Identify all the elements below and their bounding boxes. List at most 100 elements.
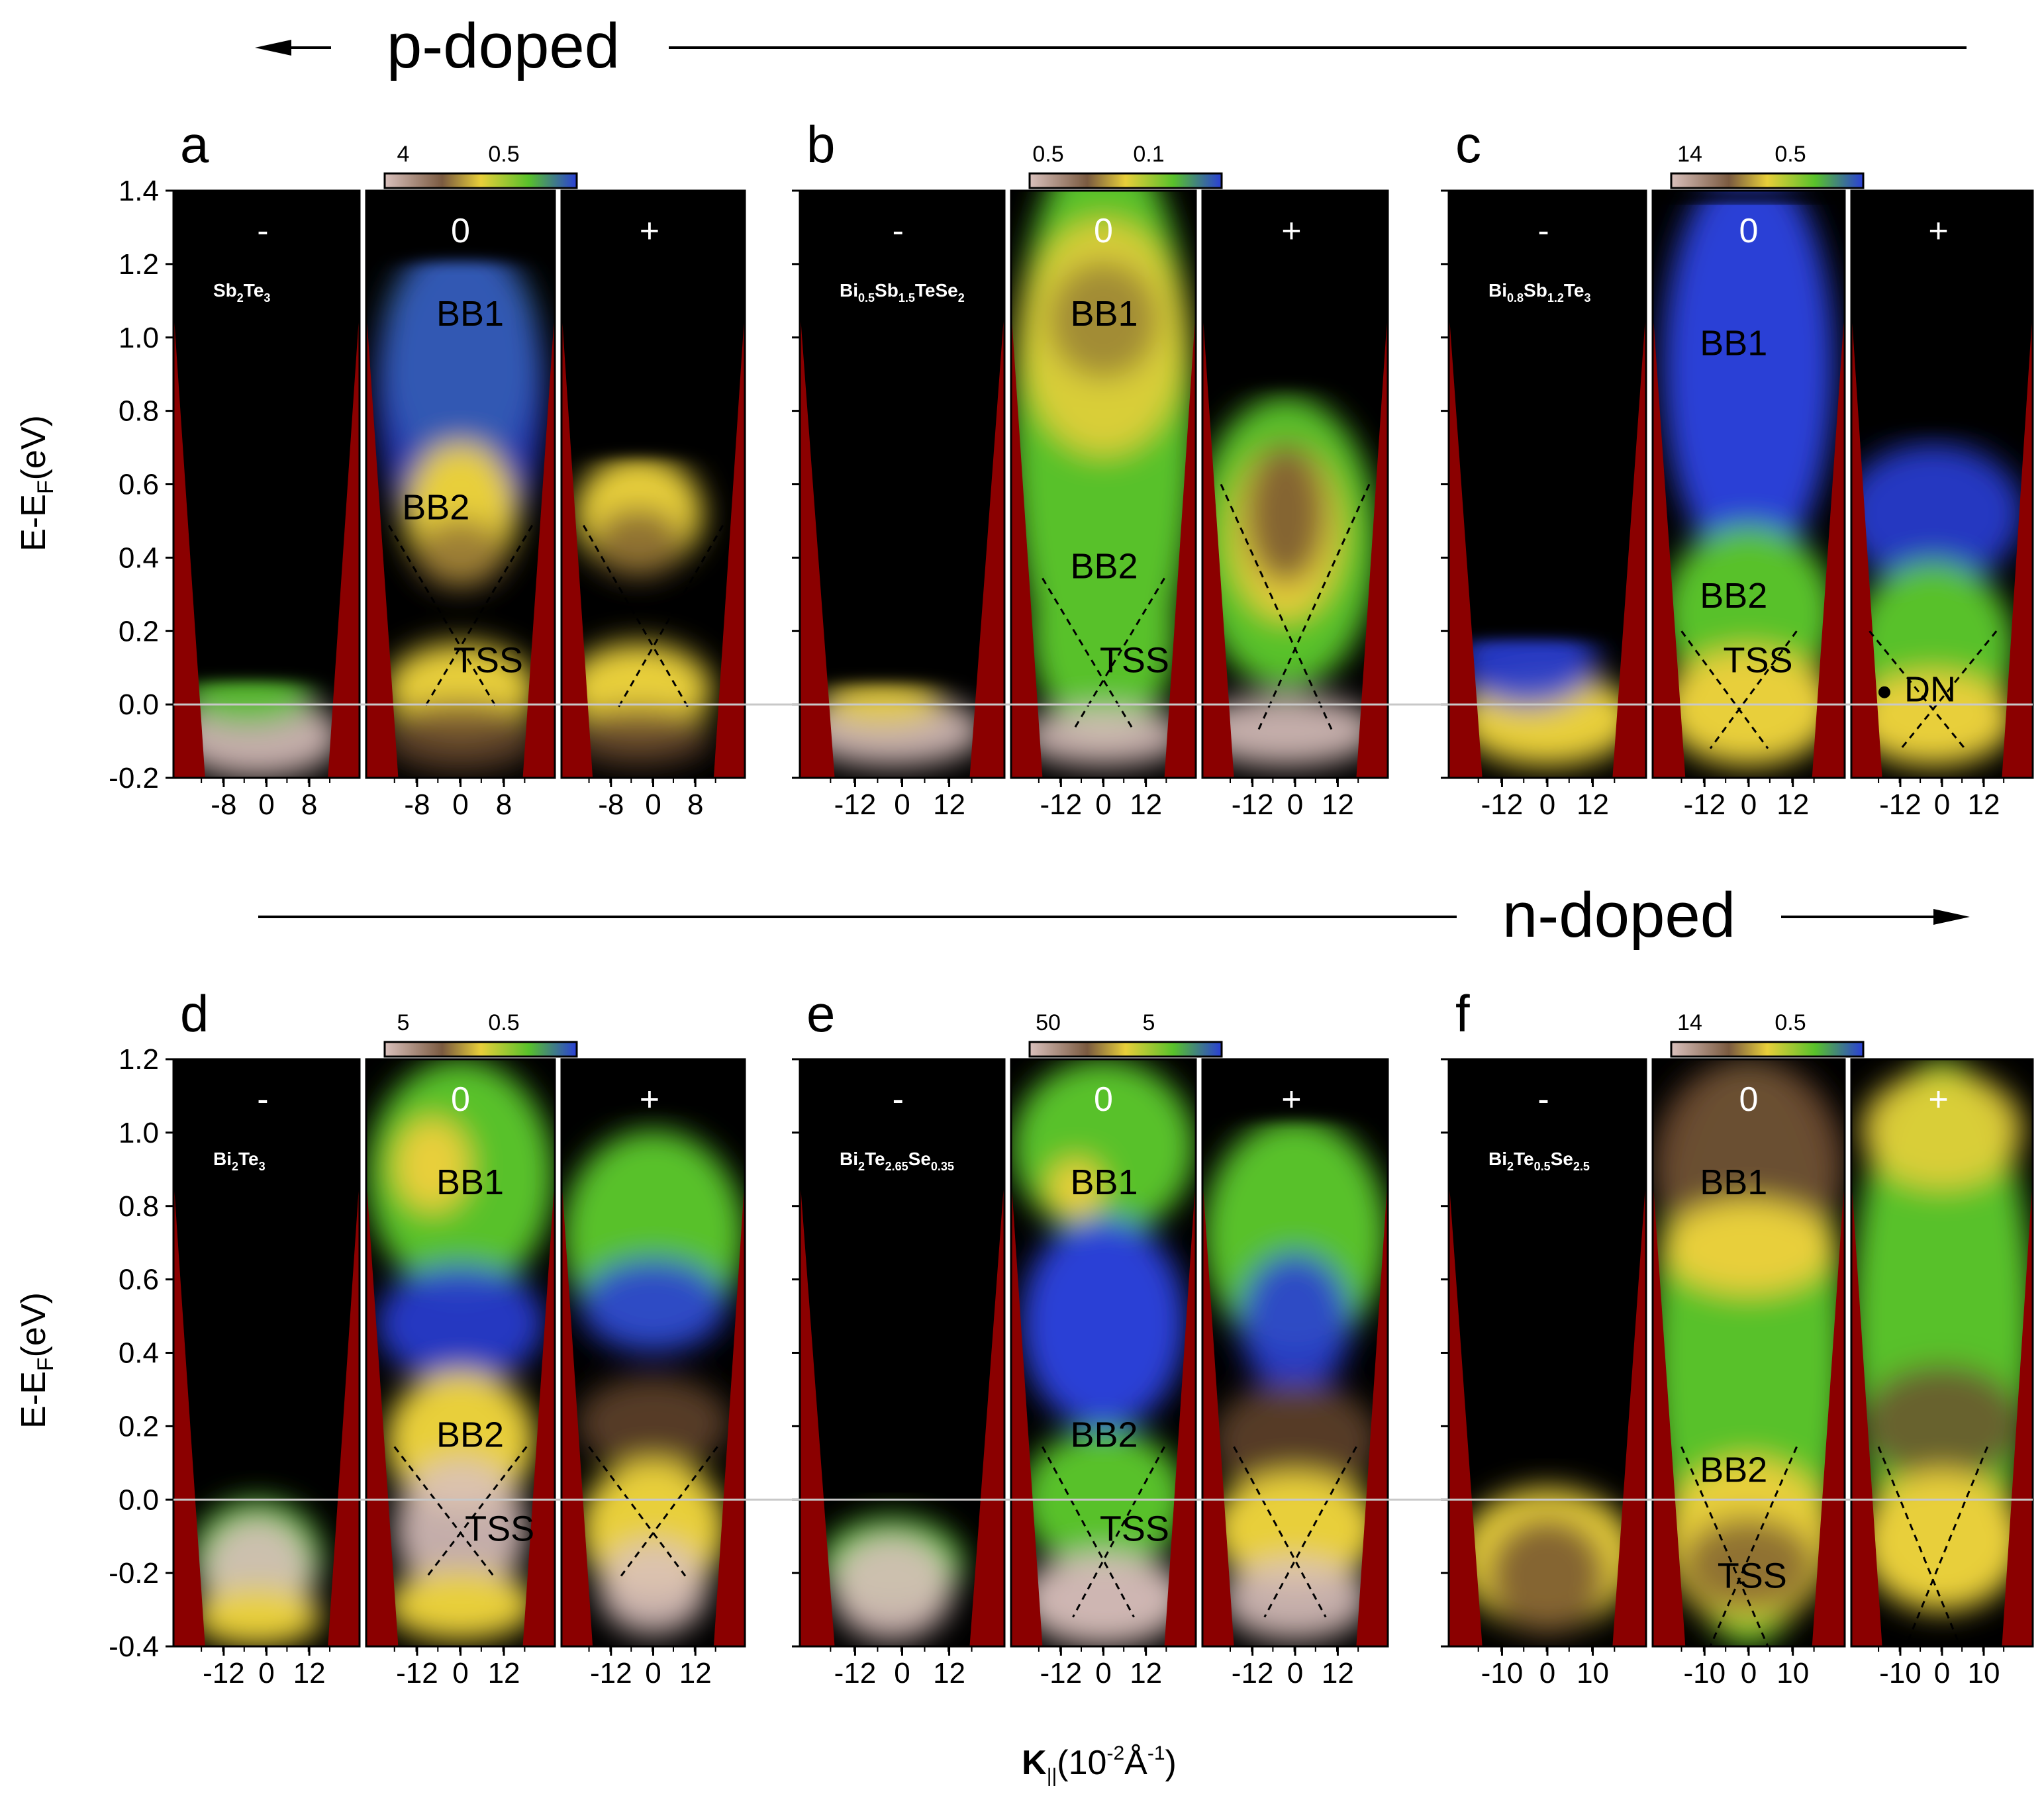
edge-mask-right <box>969 1176 1004 1646</box>
intensity-blob <box>1662 648 1835 767</box>
x-tick-label: -12 <box>1684 788 1726 821</box>
material-element: Bi <box>1488 280 1507 301</box>
intensity-blob <box>1020 1217 1187 1429</box>
x-tick-label: -12 <box>203 1657 245 1689</box>
x-tick-label: -12 <box>1232 788 1274 821</box>
x-tick-label: 0 <box>645 1657 661 1689</box>
intensity-map <box>1011 191 1196 778</box>
no-intensity-region <box>1202 1059 1388 1118</box>
subpanel-a-plus: + -8 0 8 <box>560 189 746 821</box>
edge-mask-right <box>1164 308 1196 778</box>
tss-dispersion-line <box>1072 1446 1165 1618</box>
y-tick-label: 1.4 <box>119 175 159 207</box>
subpanel-label: + <box>1281 212 1301 250</box>
intensity-map <box>561 191 745 778</box>
tss-dispersion-line <box>393 1446 495 1577</box>
subpanel-label: - <box>1537 212 1549 250</box>
colorbar-max-label: 50 <box>1036 1010 1061 1035</box>
tss-dispersion-line <box>588 1446 687 1577</box>
material-subscript: 1.5 <box>899 291 915 305</box>
x-tick-label: 0 <box>1741 1657 1757 1689</box>
intensity-blur <box>375 232 546 773</box>
subpanel-label: + <box>1928 212 1948 250</box>
edge-mask-right <box>328 1176 360 1646</box>
intensity-map <box>1202 191 1388 778</box>
x-tick-label: 12 <box>1130 788 1162 821</box>
y-tick-label: 1.0 <box>119 322 159 354</box>
material-element: Sb <box>1524 280 1547 301</box>
edge-mask-right <box>1356 308 1388 778</box>
edge-mask-right <box>2002 1176 2033 1646</box>
tss-dispersion-line <box>620 1446 718 1577</box>
x-tick-label: 0 <box>1095 1657 1111 1689</box>
intensity-map <box>1449 191 1646 778</box>
no-intensity-region <box>173 191 360 680</box>
intensity-map <box>800 191 1004 778</box>
intensity-map <box>173 191 360 778</box>
subpanel-d-minus: - -12 0 12 <box>172 1058 361 1689</box>
intensity-blur <box>1202 396 1379 767</box>
band-label-tss: TSS <box>454 640 523 680</box>
material-subscript: 2.5 <box>1573 1160 1590 1173</box>
intensity-blob <box>1047 261 1159 379</box>
x-tick-label: -12 <box>396 1657 438 1689</box>
intensity-blob <box>381 701 540 773</box>
edge-mask-left <box>366 1176 399 1646</box>
colorbar-b <box>1028 172 1223 189</box>
subpanel-label: + <box>1281 1080 1301 1119</box>
x-tick-label: 0 <box>1934 1657 1950 1689</box>
material-subscript: 3 <box>1584 291 1590 305</box>
panels-layer: a 4 0.5--8 0 80-8 0 8+-8 0 8Sb2Te31.41.21.00.80.… <box>109 115 2034 1689</box>
intensity-blur <box>820 1517 964 1641</box>
intensity-blob <box>830 1535 953 1641</box>
colorbar-max-label: 14 <box>1677 1010 1702 1035</box>
intensity-blur <box>366 1059 555 1641</box>
intensity-blob <box>579 1258 727 1353</box>
material-subscript: 2.65 <box>885 1160 908 1173</box>
material-subscript: 2 <box>232 1160 238 1173</box>
edge-mask-left <box>800 1176 835 1646</box>
intensity-blob <box>1488 1517 1607 1635</box>
intensity-blob <box>1212 1382 1379 1500</box>
x-tick-label: -8 <box>211 788 236 821</box>
colorbar-max-label: 4 <box>397 142 410 167</box>
x-tick-label: 0 <box>894 1657 910 1689</box>
material-element: Se <box>908 1149 931 1169</box>
x-tick-label: -8 <box>404 788 430 821</box>
band-label-tss: TSS <box>1724 640 1793 680</box>
tss-dispersion-line <box>1263 1446 1357 1618</box>
x-tick-label: -12 <box>1040 788 1083 821</box>
panel-letter-d: d <box>180 984 209 1043</box>
x-tick-label: 10 <box>1776 1657 1809 1689</box>
intensity-blob <box>394 1117 470 1212</box>
x-tick-label: 0 <box>1741 788 1757 821</box>
intensity-blob <box>1851 443 2024 585</box>
x-tick-label: -12 <box>834 1657 877 1689</box>
intensity-blur <box>800 678 985 767</box>
panel-f: f 14 0.5--10 0 100-10 0 10+-10 0 10Bi2Te0.5Se2.5… <box>1441 984 2034 1689</box>
intensity-blob <box>1029 525 1178 737</box>
tss-dispersion-line <box>1680 1446 1769 1646</box>
panel-c: c 14 0.5 - -12 0 12 0 -12 0 12 + -12 0 12 Bi0.8Sb1.2Te3… <box>1441 115 2034 821</box>
y-tick-label: 1.2 <box>119 1043 159 1076</box>
x-tick-label: 12 <box>933 1657 965 1689</box>
x-tick-label: 12 <box>1322 1657 1354 1689</box>
x-tick-label: -12 <box>1879 788 1922 821</box>
intensity-blob <box>1020 707 1187 767</box>
panel-d: d 5 0.5 - -12 0 12 0 -12 0 12 + -12 0 12 Bi2Te3 1.2 1.0 0.… <box>109 984 746 1689</box>
edge-mask-left <box>1202 308 1234 778</box>
material-element: Te <box>1514 1149 1534 1169</box>
edge-mask-left <box>1653 1176 1686 1646</box>
intensity-blur <box>1011 1059 1196 1646</box>
colorbar-max-label: 0.5 <box>1032 142 1063 167</box>
material-subscript: 3 <box>259 1160 266 1173</box>
y-tick-label: 1.0 <box>119 1117 159 1149</box>
colorbar-c <box>1670 172 1865 189</box>
material-element: Sb <box>875 280 899 301</box>
band-label-dn: DN <box>1904 670 1956 710</box>
material-subscript: 3 <box>264 291 270 305</box>
x-tick-label: 10 <box>1577 1657 1609 1689</box>
y-axis-label-bottom: E-EF(eV) <box>15 1292 58 1429</box>
subpanel-label: 0 <box>1094 1080 1113 1119</box>
y-label-sub-b: F <box>33 1357 58 1371</box>
